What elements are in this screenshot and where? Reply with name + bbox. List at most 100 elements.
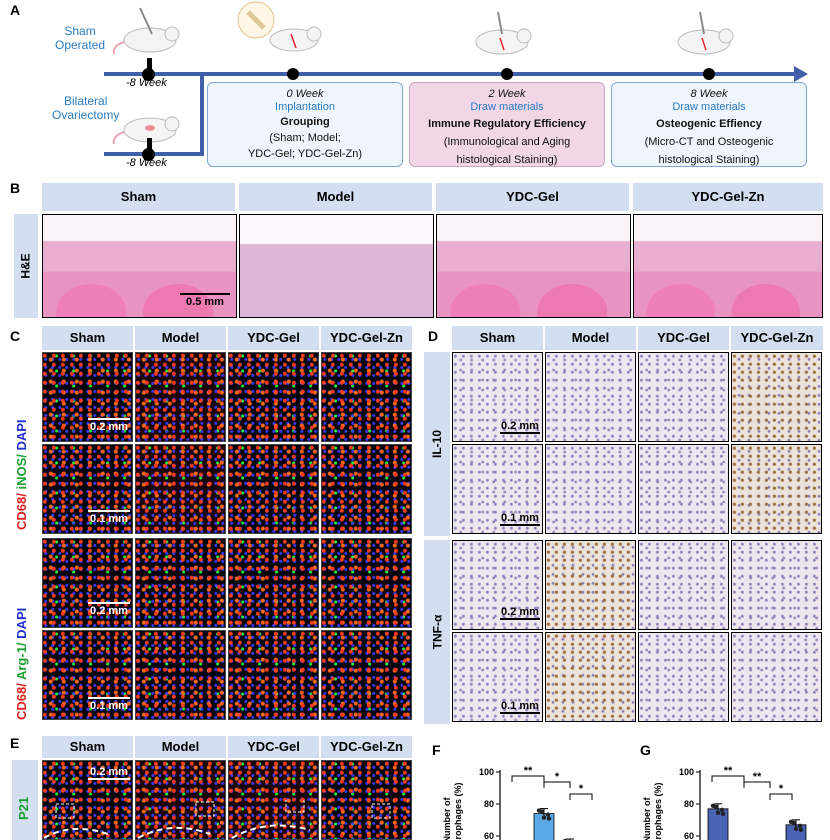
panel-label-b: B bbox=[10, 180, 21, 196]
data-point bbox=[720, 811, 726, 816]
sig-bracket bbox=[711, 775, 745, 782]
sig-bracket bbox=[743, 781, 771, 788]
row-label-cd68-inos: CD68/ iNOS/ DAPI bbox=[14, 419, 29, 530]
fluorescence-image-ydc-gel-zn bbox=[321, 538, 412, 628]
panel-label-d: D bbox=[428, 328, 439, 344]
timeline-dot bbox=[501, 68, 513, 80]
col-header: Model bbox=[135, 736, 226, 758]
panel-label-f: F bbox=[432, 742, 441, 758]
row-label-cd68-arg1: CD68/ Arg-1/ DAPI bbox=[14, 607, 29, 720]
col-header: YDC-Gel bbox=[638, 326, 729, 350]
y-tick-label: 80 bbox=[684, 799, 694, 809]
ihc-image-model bbox=[545, 444, 636, 534]
sig-label: * bbox=[779, 783, 784, 795]
col-header: Sham bbox=[42, 183, 235, 211]
y-tick-label: 100 bbox=[679, 767, 694, 777]
timeline-arrow-icon bbox=[794, 66, 808, 82]
p21-image-sham bbox=[42, 760, 133, 840]
fluorescence-image-sham bbox=[42, 630, 133, 720]
scale-bar: 0.2 mm bbox=[88, 418, 130, 433]
rat-icon bbox=[112, 7, 180, 55]
fluorescence-image-ydc-gel bbox=[228, 352, 319, 442]
y-tick-label: 80 bbox=[484, 799, 494, 809]
ihc-image-model bbox=[545, 352, 636, 442]
rat-icon bbox=[677, 11, 734, 55]
scale-bar: 0.5 mm bbox=[180, 293, 230, 308]
col-header: Model bbox=[239, 183, 432, 211]
y-axis-label: macrophages (%) bbox=[653, 782, 663, 840]
col-header: Sham bbox=[452, 326, 543, 350]
sig-label: ** bbox=[753, 771, 762, 783]
sig-bracket bbox=[511, 775, 545, 782]
sig-label: ** bbox=[724, 765, 733, 777]
fluorescence-image-ydc-gel-zn bbox=[321, 630, 412, 720]
ihc-image-ydc-gel bbox=[638, 540, 729, 630]
col-header: YDC-Gel-Zn bbox=[633, 183, 823, 211]
he-image-ydc-gel-zn bbox=[633, 214, 823, 318]
ihc-image-ydc-gel-zn bbox=[731, 632, 822, 722]
col-header: YDC-Gel bbox=[436, 183, 629, 211]
stage-box-2-week: 2 Week Draw materials Immune Regulatory … bbox=[409, 82, 605, 167]
p21-image-model bbox=[135, 760, 226, 840]
roi-outlines bbox=[43, 800, 391, 839]
sig-label: ** bbox=[524, 765, 533, 777]
ihc-image-sham bbox=[452, 632, 543, 722]
ihc-image-model bbox=[545, 540, 636, 630]
data-point bbox=[797, 823, 803, 828]
timeline-tick bbox=[147, 58, 152, 74]
ihc-image-sham bbox=[452, 444, 543, 534]
ihc-image-ydc-gel bbox=[638, 444, 729, 534]
data-point bbox=[546, 816, 552, 821]
panel-label-c: C bbox=[10, 328, 21, 344]
week-label: -8 Week bbox=[126, 157, 167, 169]
ihc-image-model bbox=[545, 632, 636, 722]
rat-icon bbox=[475, 11, 532, 55]
col-header: YDC-Gel-Zn bbox=[321, 736, 412, 758]
data-point bbox=[798, 827, 804, 832]
ihc-image-sham bbox=[452, 540, 543, 630]
col-header: Model bbox=[545, 326, 636, 350]
p21-image-ydc-gel-zn bbox=[321, 760, 412, 840]
fluorescence-image-sham bbox=[42, 352, 133, 442]
timeline-dot bbox=[703, 68, 715, 80]
scale-bar: 0.2 mm bbox=[500, 420, 540, 434]
row-label-p21: P21 bbox=[16, 796, 31, 820]
ihc-image-ydc-gel bbox=[638, 352, 729, 442]
scale-bar: 0.1 mm bbox=[500, 700, 540, 714]
fluorescence-image-sham bbox=[42, 538, 133, 628]
sig-bracket bbox=[569, 793, 593, 800]
col-header: YDC-Gel bbox=[228, 326, 319, 350]
row-label-bg bbox=[12, 760, 38, 840]
sham-operated-label: Sham Operated bbox=[55, 24, 106, 52]
data-point bbox=[545, 812, 551, 817]
fluorescence-image-ydc-gel bbox=[228, 630, 319, 720]
he-image-sham bbox=[42, 214, 237, 318]
timeline-dot bbox=[287, 68, 299, 80]
sig-label: * bbox=[555, 771, 560, 783]
stage-box-8-week: 8 Week Draw materials Osteogenic Effienc… bbox=[611, 82, 807, 167]
stage-box-0-week: 0 Week Implantation Grouping (Sham; Mode… bbox=[207, 82, 403, 167]
fluorescence-image-ydc-gel-zn bbox=[321, 444, 412, 534]
y-axis-label: Number of bbox=[442, 796, 452, 840]
row-label-tnfa: TNF-α bbox=[424, 540, 450, 724]
col-header: Sham bbox=[42, 326, 133, 350]
scale-bar: 0.2 mm bbox=[88, 602, 130, 617]
fluorescence-image-ydc-gel-zn bbox=[321, 352, 412, 442]
fluorescence-image-model bbox=[135, 352, 226, 442]
col-header: Sham bbox=[42, 736, 133, 758]
timeline-join bbox=[200, 72, 204, 156]
col-header: YDC-Gel-Zn bbox=[731, 326, 823, 350]
y-axis-label: macrophages (%) bbox=[453, 782, 463, 840]
data-point bbox=[719, 807, 725, 812]
timeline-dot bbox=[142, 68, 155, 81]
row-label-he: H&E bbox=[14, 214, 38, 318]
data-point bbox=[541, 815, 547, 820]
scale-bar: 0.1 mm bbox=[88, 697, 130, 712]
data-point bbox=[715, 810, 721, 815]
data-point bbox=[539, 809, 545, 814]
week-label: -8 Week bbox=[126, 77, 167, 89]
data-point bbox=[791, 820, 797, 825]
fluorescence-image-model bbox=[135, 444, 226, 534]
sig-label: * bbox=[579, 783, 584, 795]
